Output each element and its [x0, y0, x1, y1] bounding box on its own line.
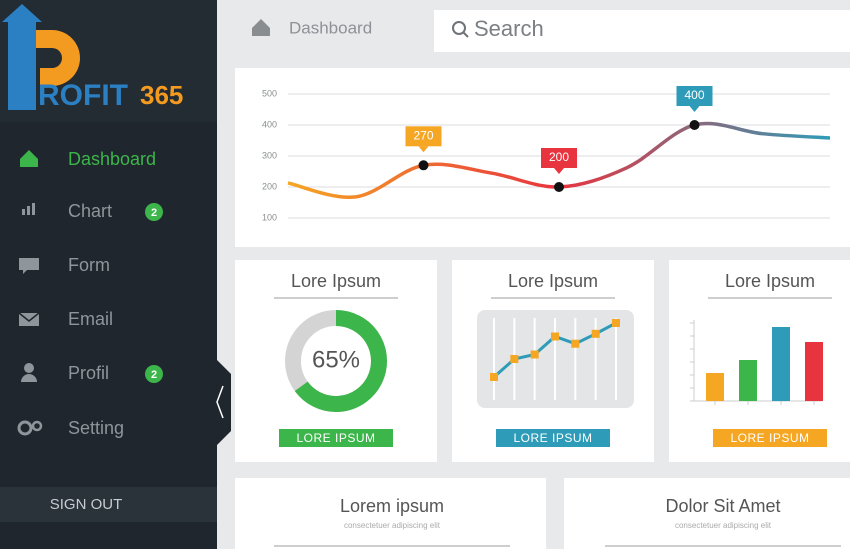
point	[418, 160, 429, 171]
collapse-tab[interactable]	[217, 360, 231, 445]
bottom-card	[235, 478, 546, 549]
value-tag-pointer	[418, 146, 429, 153]
nav-badge	[145, 203, 163, 221]
bar	[706, 373, 724, 401]
nav-icon	[27, 206, 30, 215]
nav-icon	[21, 374, 37, 382]
nav-icon	[18, 312, 40, 322]
nav-label[interactable]: Setting	[68, 418, 124, 438]
y-tick-label: 100	[262, 212, 277, 222]
mini-point	[510, 355, 519, 363]
nav-label[interactable]: Form	[68, 255, 110, 275]
nav-icon	[31, 420, 43, 432]
card-subtitle: consectetuer adipiscing elit	[675, 521, 772, 530]
value-tag	[541, 148, 577, 168]
logo-icon	[2, 4, 80, 110]
card-title: Lorem ipsum	[340, 496, 444, 516]
nav-icon	[32, 203, 35, 215]
nav-icon	[19, 258, 39, 274]
card-subtitle: consectetuer adipiscing elit	[344, 521, 441, 530]
point	[689, 120, 700, 130]
card-button-text[interactable]: LORE IPSUM	[513, 431, 592, 445]
bar	[739, 360, 757, 401]
value-tag	[676, 86, 713, 106]
card-button[interactable]	[713, 429, 827, 447]
donut-value	[294, 310, 387, 412]
nav-icon	[17, 420, 33, 436]
mini-point	[571, 339, 580, 348]
search-icon	[452, 21, 466, 35]
card-title: Lore Ipsum	[725, 271, 815, 291]
data-label: 400	[684, 88, 704, 102]
chevron	[216, 385, 224, 419]
y-tick-label: 300	[262, 150, 277, 160]
card-title: Dolor Sit Amet	[665, 496, 780, 516]
nav-label[interactable]: Profil	[68, 363, 109, 383]
card-title: Lore Ipsum	[508, 271, 598, 291]
bar	[772, 327, 790, 401]
sign-out[interactable]: SIGN OUT	[50, 496, 123, 513]
value-tag-pointer	[554, 168, 564, 174]
logo-number: 365	[140, 80, 183, 110]
mini-point	[490, 373, 498, 381]
donut-label: 65%	[312, 346, 360, 373]
point	[554, 182, 564, 192]
data-label: 200	[549, 150, 569, 164]
nav-icon	[22, 209, 25, 215]
nav-icon	[24, 363, 34, 373]
y-tick-label: 400	[262, 119, 277, 129]
nav-label[interactable]: Dashboard	[68, 149, 156, 169]
nav-icon	[20, 150, 38, 167]
y-tick-label: 500	[262, 88, 277, 98]
search-placeholder[interactable]: Search	[474, 16, 544, 41]
bottom-card	[564, 478, 850, 549]
mini-point	[612, 319, 620, 327]
card-button-text[interactable]: LORE IPSUM	[730, 431, 809, 445]
sign-out-bar[interactable]	[0, 487, 217, 522]
nav-badge	[145, 365, 163, 383]
card-title: Lore Ipsum	[291, 271, 381, 291]
value-tag	[405, 126, 442, 147]
y-tick-label: 200	[262, 181, 277, 191]
logo-text: ROFIT	[38, 79, 128, 112]
bar	[805, 342, 823, 401]
home-icon[interactable]	[252, 19, 270, 36]
card-button[interactable]	[279, 429, 393, 447]
nav-badge-text: 2	[151, 369, 157, 381]
nav-badge-text: 2	[151, 207, 157, 219]
search-box[interactable]	[434, 10, 850, 52]
value-tag-pointer	[689, 106, 700, 112]
nav-label[interactable]: Email	[68, 309, 113, 329]
card	[235, 260, 437, 462]
data-label: 270	[413, 128, 433, 142]
mini-point	[551, 332, 559, 341]
card-button[interactable]	[496, 429, 610, 447]
nav-label[interactable]: Chart	[68, 201, 112, 221]
mini-point	[530, 350, 539, 359]
breadcrumb: Dashboard	[289, 18, 372, 37]
mini-point	[591, 329, 600, 338]
card-button-text[interactable]: LORE IPSUM	[296, 431, 375, 445]
search-icon	[462, 31, 469, 38]
